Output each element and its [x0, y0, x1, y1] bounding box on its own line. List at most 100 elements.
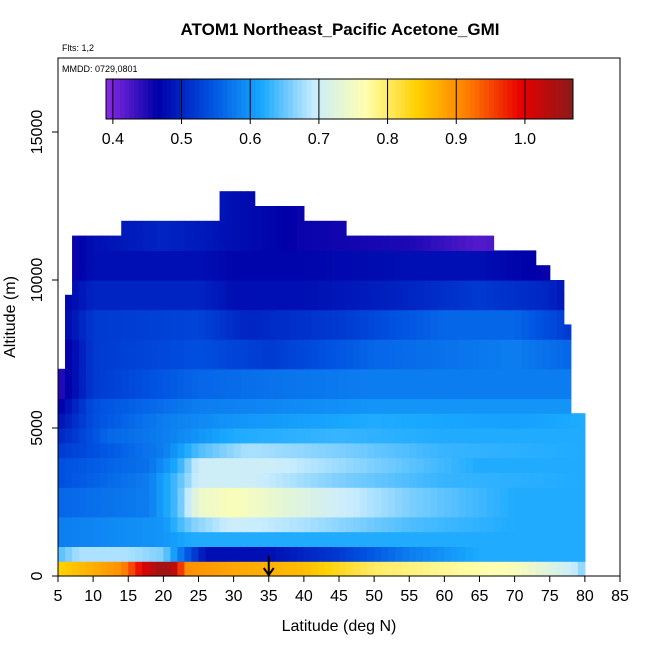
heatmap-cell	[289, 235, 298, 251]
heatmap-cell	[416, 546, 424, 562]
heatmap-cell	[72, 354, 80, 370]
heatmap-cell	[542, 294, 551, 311]
heatmap-cell	[219, 546, 228, 562]
heatmap-cell	[317, 235, 326, 251]
heatmap-cell	[563, 516, 572, 533]
colorbar-swatch	[442, 79, 448, 119]
heatmap-cell	[198, 309, 207, 325]
heatmap-cell	[289, 442, 298, 459]
heatmap-cell	[142, 487, 150, 503]
heatmap-cell	[191, 457, 200, 473]
heatmap-cell	[296, 398, 305, 414]
heatmap-cell	[72, 413, 80, 429]
heatmap-cell	[430, 502, 438, 518]
heatmap-cell	[409, 457, 417, 473]
heatmap-cell	[226, 383, 235, 399]
heatmap-cell	[542, 472, 551, 488]
heatmap-cell	[451, 250, 460, 266]
heatmap-cell	[303, 502, 312, 518]
heatmap-cell	[430, 383, 438, 399]
heatmap-cell	[388, 265, 396, 281]
heatmap-cell	[521, 487, 530, 503]
heatmap-cell	[205, 220, 214, 237]
heatmap-cell	[535, 472, 544, 488]
heatmap-cell	[289, 294, 298, 311]
heatmap-cell	[149, 309, 157, 325]
heatmap-cell	[507, 280, 516, 296]
heatmap-cell	[149, 220, 157, 237]
heatmap-cell	[388, 235, 396, 251]
colorbar-swatch	[148, 79, 154, 119]
heatmap-cell	[310, 472, 319, 488]
heatmap-cell	[289, 487, 298, 503]
heatmap-cell	[72, 428, 80, 444]
heatmap-cell	[198, 220, 207, 237]
heatmap-cell	[507, 442, 516, 459]
heatmap-cell	[549, 324, 558, 340]
heatmap-cell	[261, 442, 270, 459]
heatmap-cell	[535, 516, 544, 533]
heatmap-cell	[402, 354, 410, 370]
heatmap-cell	[451, 502, 460, 518]
heatmap-cell	[367, 383, 375, 399]
heatmap-cell	[177, 280, 186, 296]
heatmap-cell	[346, 398, 354, 414]
heatmap-cell	[528, 487, 537, 503]
heatmap-cell	[310, 516, 319, 533]
heatmap-cell	[409, 265, 417, 281]
heatmap-cell	[437, 546, 445, 562]
heatmap-cell	[72, 442, 80, 459]
heatmap-cell	[339, 561, 347, 577]
heatmap-cell	[430, 546, 438, 562]
heatmap-cell	[549, 309, 558, 325]
heatmap-cell	[268, 339, 277, 355]
heatmap-cell	[549, 487, 558, 503]
heatmap-cell	[282, 368, 291, 385]
heatmap-cell	[535, 487, 544, 503]
heatmap-cell	[486, 280, 495, 296]
heatmap-cell	[219, 561, 228, 577]
heatmap-cell	[402, 457, 410, 473]
heatmap-cell	[86, 502, 94, 518]
colorbar-swatch	[250, 79, 256, 119]
heatmap-cell	[121, 398, 129, 414]
heatmap-cell	[156, 546, 164, 562]
heatmap-cell	[472, 428, 481, 444]
heatmap-cell	[177, 368, 186, 385]
heatmap-cell	[205, 442, 214, 459]
heatmap-cell	[184, 309, 193, 325]
heatmap-cell	[535, 265, 544, 281]
heatmap-cell	[310, 265, 319, 281]
heatmap-cell	[331, 265, 340, 281]
heatmap-cell	[528, 546, 537, 562]
heatmap-cell	[198, 324, 207, 340]
heatmap-cell	[395, 531, 403, 547]
heatmap-cell	[240, 531, 249, 547]
heatmap-cell	[437, 309, 445, 325]
heatmap-cell	[93, 487, 101, 503]
heatmap-cell	[388, 531, 396, 547]
heatmap-cell	[128, 294, 136, 311]
colorbar-swatch	[465, 79, 471, 119]
heatmap-cell	[65, 383, 73, 399]
heatmap-cell	[65, 368, 73, 385]
heatmap-cell	[100, 250, 108, 266]
heatmap-cell	[409, 324, 417, 340]
heatmap-cell	[233, 413, 242, 429]
heatmap-cell	[247, 309, 256, 325]
heatmap-cell	[416, 280, 424, 296]
heatmap-cell	[135, 220, 143, 237]
heatmap-cell	[542, 368, 551, 385]
heatmap-cell	[465, 309, 474, 325]
heatmap-cell	[353, 324, 361, 340]
heatmap-cell	[374, 309, 382, 325]
heatmap-cell	[58, 398, 66, 414]
heatmap-cell	[275, 235, 284, 251]
heatmap-cell	[303, 383, 312, 399]
heatmap-cell	[451, 383, 460, 399]
heatmap-cell	[353, 561, 361, 577]
colorbar-swatch	[218, 79, 224, 119]
heatmap-cell	[212, 428, 221, 444]
heatmap-cell	[303, 561, 312, 577]
heatmap-cell	[409, 368, 417, 385]
